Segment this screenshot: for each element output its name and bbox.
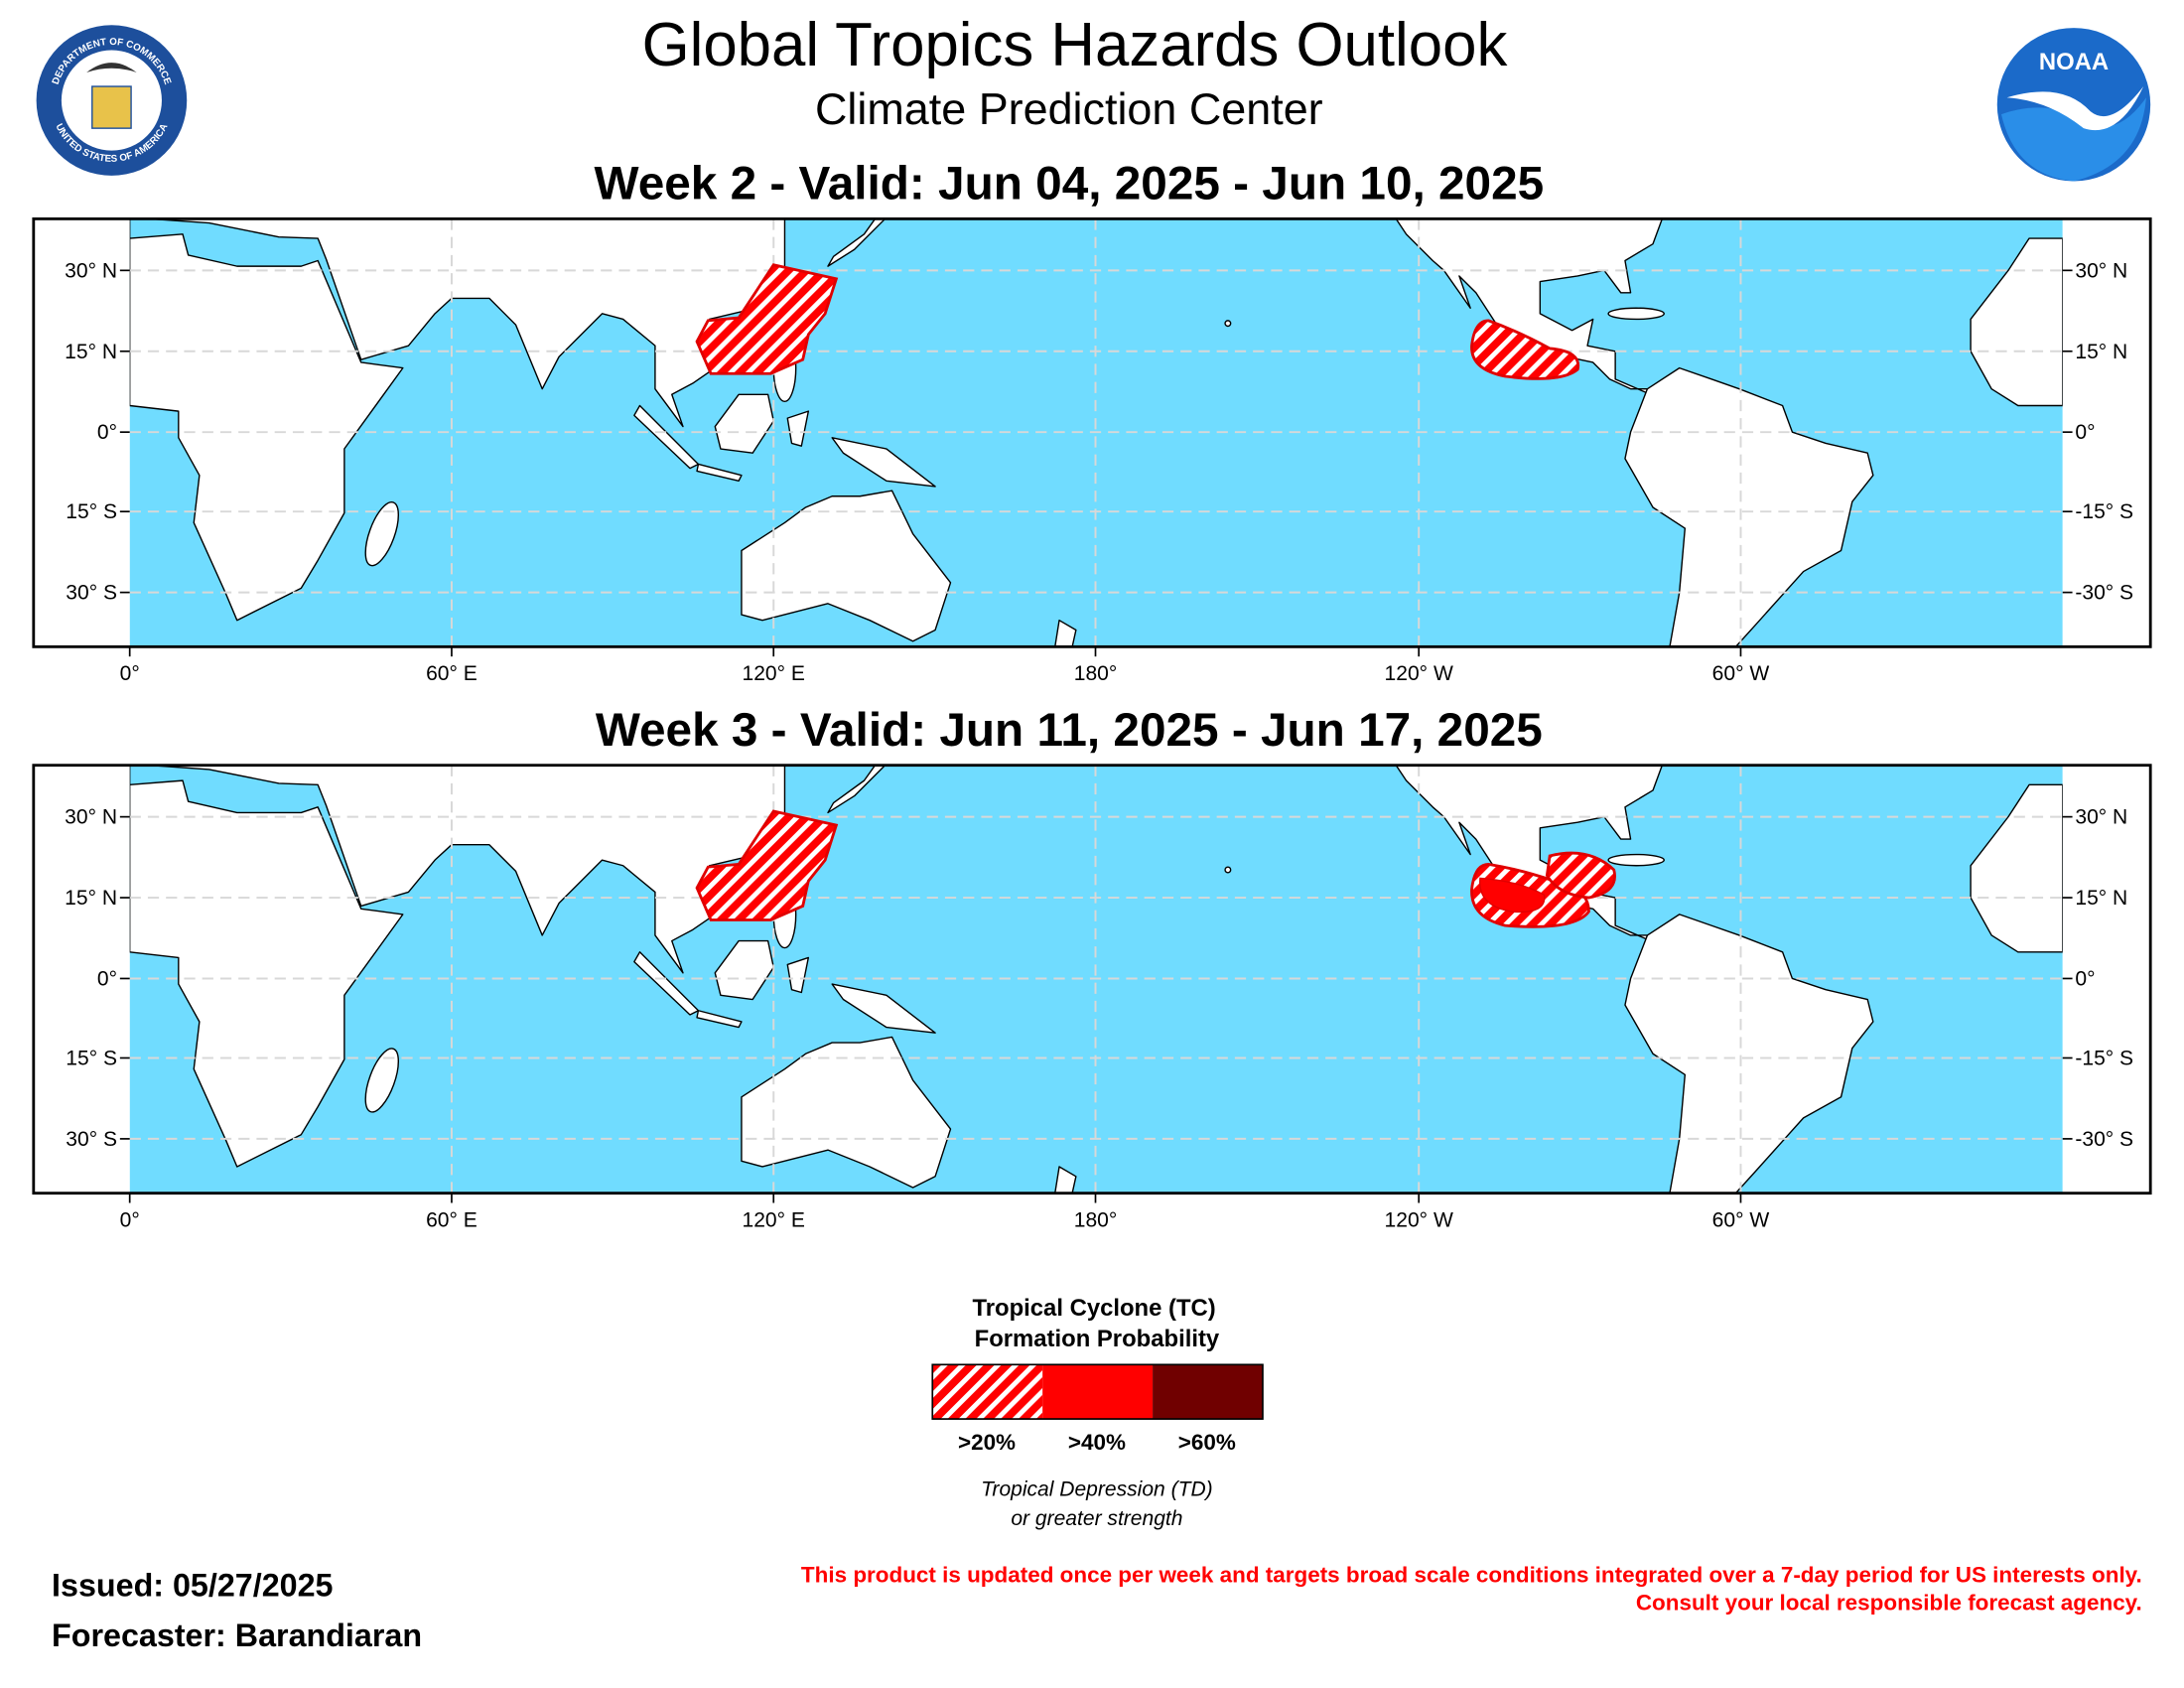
lat-label: -15° S — [2075, 1048, 2133, 1070]
legend: Tropical Cyclone (TC) Formation Probabil… — [931, 1295, 1264, 1530]
lat-label: 0° — [2075, 421, 2095, 444]
lon-label: 60° E — [426, 1208, 478, 1231]
lon-label: 120° W — [1385, 662, 1453, 685]
map-frame — [32, 764, 2152, 1196]
lon-label: 0° — [120, 662, 140, 685]
lat-label: 15° S — [66, 500, 117, 523]
lat-label: -30° S — [2075, 582, 2133, 605]
lat-label: 15° N — [65, 887, 117, 910]
disclaimer: Consult your local responsible forecast … — [1636, 1590, 2142, 1615]
legend-note: Tropical Depression (TD) — [981, 1477, 1213, 1500]
legend-label: >60% — [1178, 1430, 1236, 1455]
lon-label: 120° E — [743, 1208, 805, 1231]
legend-title: Tropical Cyclone (TC) — [972, 1295, 1215, 1322]
lat-label: 30° N — [65, 806, 117, 829]
hazard-area — [695, 263, 839, 375]
noaa-text: NOAA — [2039, 49, 2109, 75]
lon-label: 0° — [120, 1208, 140, 1231]
commerce-seal: DEPARTMENT OF COMMERCE UNITED STATES OF … — [36, 25, 188, 176]
legend-swatch — [1042, 1364, 1154, 1420]
lat-label: 0° — [97, 421, 117, 444]
page-subtitle: Climate Prediction Center — [815, 83, 1323, 134]
lat-label: 30° N — [65, 259, 117, 282]
lat-label: 15° N — [65, 341, 117, 363]
panel-title: Week 3 - Valid: Jun 11, 2025 - Jun 17, 2… — [596, 704, 1543, 757]
lat-label: 30° S — [66, 1128, 117, 1151]
legend-swatch — [1153, 1364, 1263, 1420]
lat-label: -30° S — [2075, 1128, 2133, 1151]
noaa-logo: NOAA — [1996, 28, 2151, 182]
lat-label: 15° N — [2075, 887, 2127, 910]
hazard-area — [695, 809, 839, 921]
legend-title: Formation Probability — [975, 1326, 1220, 1352]
legend-label: >20% — [958, 1430, 1016, 1455]
lat-label: 30° S — [66, 582, 117, 605]
lat-label: -15° S — [2075, 500, 2133, 523]
hazard-area-high — [1479, 877, 1546, 914]
hazard-area — [1470, 319, 1580, 380]
page-title: Global Tropics Hazards Outlook — [642, 11, 1508, 79]
forecaster: Forecaster: Barandiaran — [52, 1618, 422, 1653]
lon-label: 120° W — [1385, 1208, 1453, 1231]
week-panel: Week 2 - Valid: Jun 04, 2025 - Jun 10, 2… — [32, 158, 2152, 685]
lon-label: 60° E — [426, 662, 478, 685]
lon-label: 60° W — [1712, 662, 1770, 685]
issued-date: Issued: 05/27/2025 — [52, 1567, 333, 1603]
lat-label: 30° N — [2075, 806, 2127, 829]
panel-title: Week 2 - Valid: Jun 04, 2025 - Jun 10, 2… — [595, 158, 1545, 211]
lat-label: 0° — [97, 967, 117, 990]
lon-label: 120° E — [743, 662, 805, 685]
lat-label: 30° N — [2075, 259, 2127, 282]
lat-label: 0° — [2075, 967, 2095, 990]
lat-label: 15° S — [66, 1048, 117, 1070]
disclaimer: This product is updated once per week an… — [801, 1562, 2142, 1587]
lon-label: 180° — [1074, 662, 1118, 685]
legend-label: >40% — [1068, 1430, 1126, 1455]
hazard-area — [1545, 851, 1616, 900]
lon-label: 180° — [1074, 1208, 1118, 1231]
legend-note: or greater strength — [1011, 1507, 1182, 1530]
lat-label: 15° N — [2075, 341, 2127, 363]
map-frame — [32, 216, 2152, 648]
lon-label: 60° W — [1712, 1208, 1770, 1231]
week-panel: Week 3 - Valid: Jun 11, 2025 - Jun 17, 2… — [32, 704, 2152, 1231]
legend-swatch — [932, 1364, 1043, 1420]
